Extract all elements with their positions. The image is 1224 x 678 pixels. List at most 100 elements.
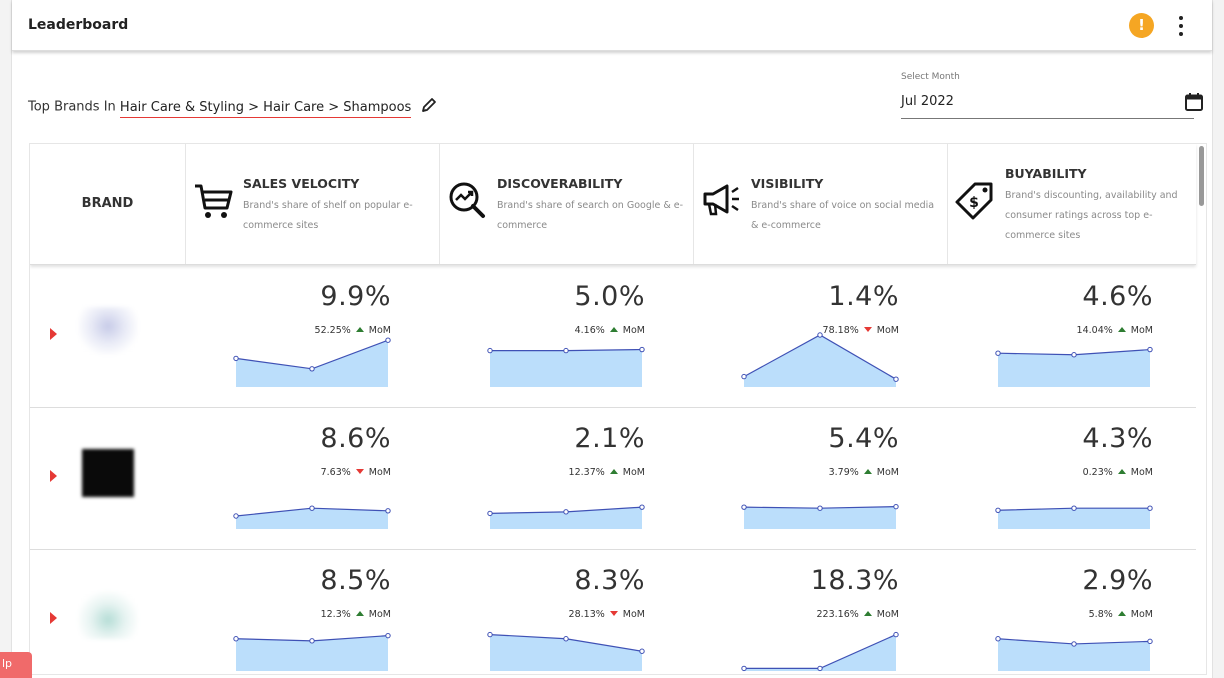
leaderboard-panel: Leaderboard ! Top Brands In Hair Care & … (11, 0, 1213, 678)
sparkline-area (236, 635, 388, 671)
arrow-up-icon (355, 327, 364, 332)
expand-caret-icon[interactable] (50, 612, 57, 624)
category-prefix: Top Brands In (28, 99, 116, 115)
change-label: MoM (368, 467, 391, 478)
metric-value: 5.4% (828, 423, 899, 454)
buyability-header[interactable]: $ BUYABILITY Brand's discounting, availa… (947, 144, 1196, 264)
sparkline-point (563, 509, 569, 515)
table-scrollbar[interactable] (1199, 146, 1204, 206)
brand-column-header[interactable]: BRAND (30, 144, 186, 264)
change-label: MoM (622, 325, 645, 336)
trend-sparkline[interactable] (741, 619, 899, 675)
sparkline-point (309, 505, 315, 511)
sparkline-point (233, 355, 239, 362)
metric-cell[interactable]: 4.6% 14.04% MoM (947, 265, 1201, 407)
trend-sparkline[interactable] (487, 619, 645, 675)
metric-cell[interactable]: 1.4% 78.18% MoM (693, 265, 947, 407)
metric-change: 12.3% MoM (321, 609, 391, 620)
discoverability-header[interactable]: DISCOVERABILITY Brand's share of search … (439, 144, 694, 264)
metric-cell[interactable]: 9.9% 52.25% MoM (185, 265, 439, 407)
metric-value: 2.9% (1082, 565, 1153, 596)
change-percent: 5.8% (1088, 609, 1113, 620)
metric-change: 28.13% MoM (569, 609, 645, 620)
metric-change: 7.63% MoM (321, 467, 391, 478)
change-percent: 7.63% (320, 467, 351, 478)
metric-change: 5.8% MoM (1089, 609, 1153, 620)
change-label: MoM (876, 609, 899, 620)
month-label: Select Month (901, 72, 960, 82)
trend-sparkline[interactable] (233, 619, 391, 675)
metric-description: Brand's share of search on Google & e-co… (497, 200, 684, 231)
month-picker-value[interactable]: Jul 2022 (901, 94, 954, 109)
help-tab[interactable]: lp (0, 652, 32, 678)
expand-caret-icon[interactable] (50, 470, 57, 482)
change-percent: 28.13% (568, 609, 605, 620)
calendar-icon[interactable] (1184, 92, 1204, 112)
category-filter: Top Brands In Hair Care & Styling > Hair… (28, 97, 437, 118)
arrow-up-icon (863, 469, 872, 474)
metric-cell[interactable]: 8.3% 28.13% MoM (439, 549, 693, 675)
visibility-header[interactable]: VISIBILITY Brand's share of voice on soc… (693, 144, 948, 264)
brand-cell[interactable] (30, 407, 185, 549)
metric-cell[interactable]: 2.1% 12.37% MoM (439, 407, 693, 549)
metric-cell[interactable]: 2.9% 5.8% MoM (947, 549, 1201, 675)
trend-sparkline[interactable] (233, 477, 391, 537)
sparkline-point (741, 373, 747, 380)
trend-sparkline[interactable] (741, 477, 899, 537)
sparkline-point (309, 638, 315, 644)
sparkline-point (1147, 346, 1153, 353)
metric-value: 8.3% (574, 565, 645, 596)
metric-cell[interactable]: 8.5% 12.3% MoM (185, 549, 439, 675)
brand-cell[interactable] (30, 265, 185, 407)
trend-sparkline[interactable] (995, 477, 1153, 537)
sparkline-point (893, 631, 899, 638)
metric-value: 8.6% (320, 423, 391, 454)
change-label: MoM (1130, 609, 1153, 620)
metric-title: VISIBILITY (751, 176, 824, 191)
search-trend-icon (445, 178, 489, 222)
sparkline-area (744, 335, 896, 387)
metric-cell[interactable]: 8.6% 7.63% MoM (185, 407, 439, 549)
table-row[interactable]: 9.9% 52.25% MoM 5.0% 4.16% MoM 1.4% 78.18% MoM 4.… (30, 265, 1196, 408)
sparkline-point (817, 505, 823, 511)
sales-velocity-header[interactable]: SALES VELOCITY Brand's share of shelf on… (185, 144, 440, 264)
metric-value: 4.3% (1082, 423, 1153, 454)
brand-logo (78, 591, 138, 639)
trend-sparkline[interactable] (487, 335, 645, 395)
trend-sparkline[interactable] (995, 619, 1153, 675)
sparkline-point (639, 504, 645, 510)
sparkline-point (233, 636, 239, 642)
sparkline-point (893, 503, 899, 510)
arrow-up-icon (1117, 327, 1126, 332)
metric-value: 5.0% (574, 281, 645, 312)
metric-value: 2.1% (574, 423, 645, 454)
category-path[interactable]: Hair Care & Styling > Hair Care > Shampo… (119, 99, 412, 118)
trend-sparkline[interactable] (233, 335, 391, 395)
arrow-down-icon (609, 611, 618, 616)
pencil-icon[interactable] (421, 97, 437, 117)
change-percent: 223.16% (816, 609, 859, 620)
sparkline-point (639, 346, 645, 353)
more-vert-icon[interactable] (1172, 12, 1190, 40)
sparkline-point (741, 504, 747, 510)
brand-cell[interactable] (30, 549, 185, 674)
alert-icon[interactable]: ! (1129, 13, 1154, 38)
change-percent: 78.18% (822, 325, 859, 336)
table-row[interactable]: 8.5% 12.3% MoM 8.3% 28.13% MoM 18.3% 223.16% MoM… (30, 549, 1196, 675)
metric-cell[interactable]: 4.3% 0.23% MoM (947, 407, 1201, 549)
price-tag-icon: $ (953, 178, 997, 222)
sparkline-point (995, 636, 1001, 642)
metric-cell[interactable]: 5.0% 4.16% MoM (439, 265, 693, 407)
arrow-up-icon (1117, 469, 1126, 474)
expand-caret-icon[interactable] (50, 328, 57, 340)
metric-cell[interactable]: 18.3% 223.16% MoM (693, 549, 947, 675)
metric-change: 52.25% MoM (315, 325, 391, 336)
metric-cell[interactable]: 5.4% 3.79% MoM (693, 407, 947, 549)
sparkline-point (995, 350, 1001, 356)
sparkline-area (744, 506, 896, 529)
trend-sparkline[interactable] (995, 335, 1153, 395)
change-label: MoM (1130, 325, 1153, 336)
trend-sparkline[interactable] (487, 477, 645, 537)
table-row[interactable]: 8.6% 7.63% MoM 2.1% 12.37% MoM 5.4% 3.79% MoM 4.3… (30, 407, 1196, 550)
trend-sparkline[interactable] (741, 332, 899, 395)
